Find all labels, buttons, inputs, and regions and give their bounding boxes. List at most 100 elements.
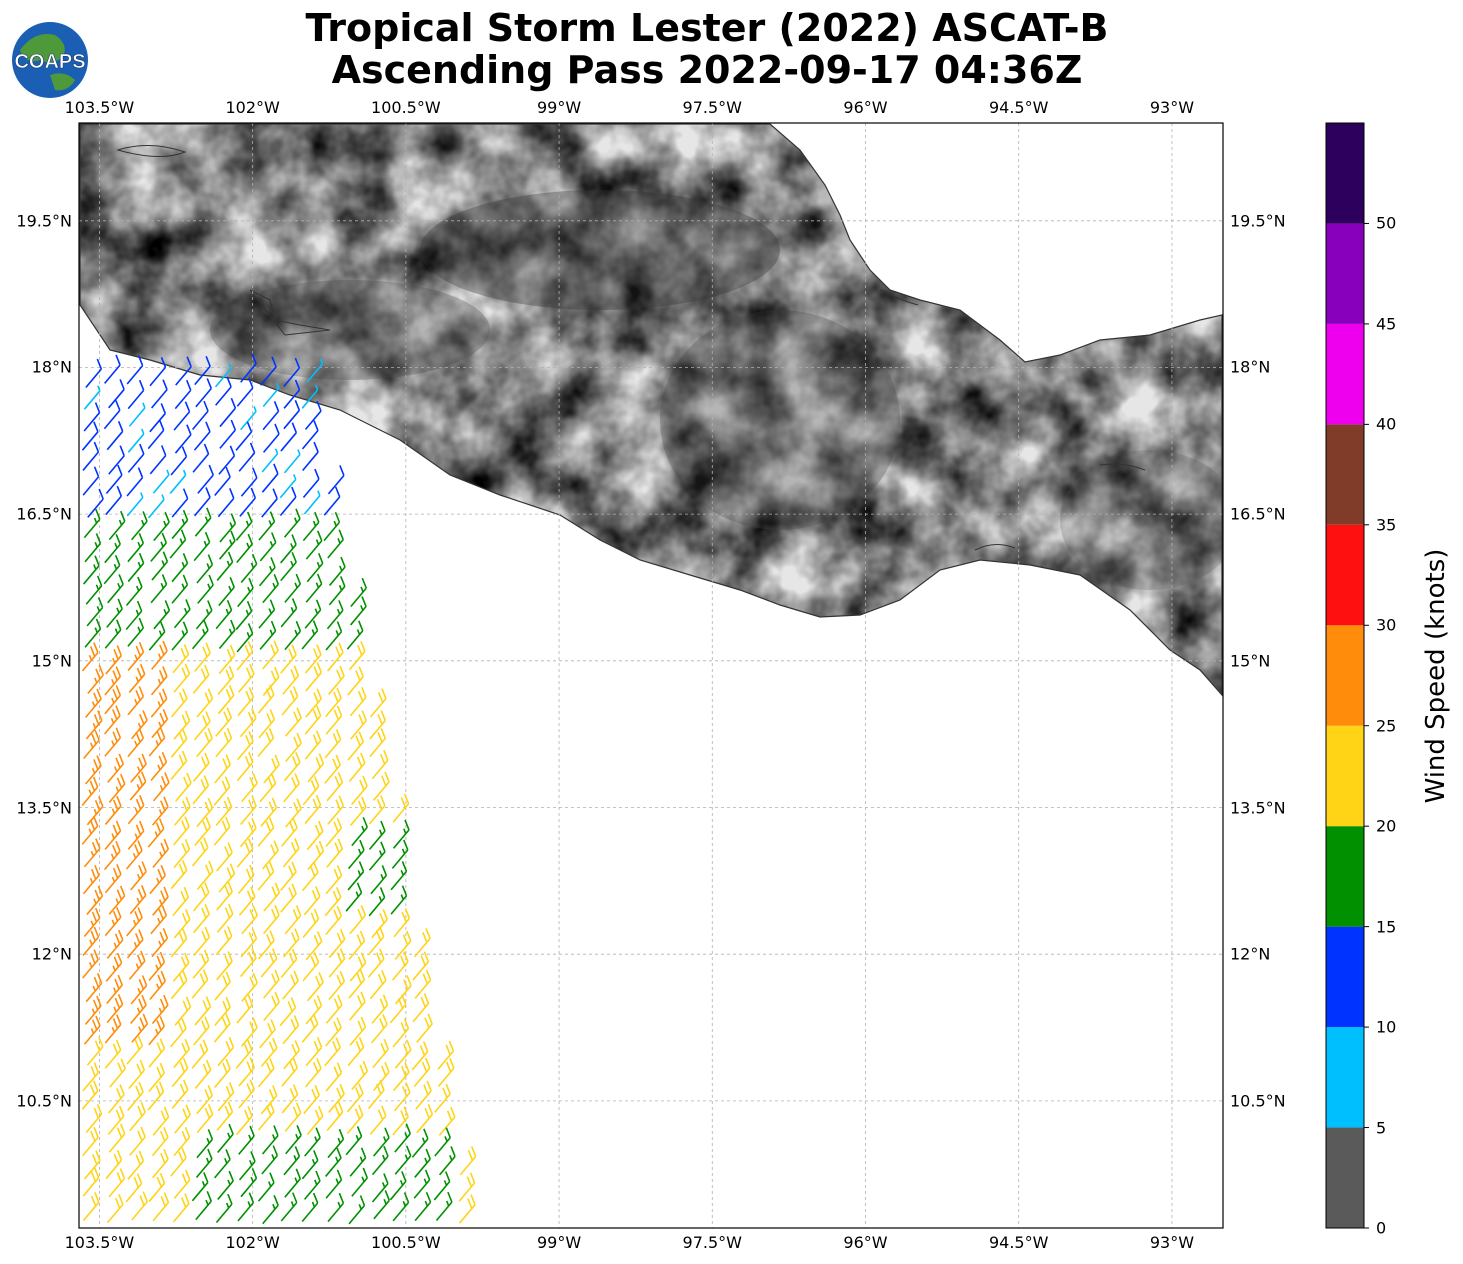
wind-barb <box>191 837 209 867</box>
wind-barb <box>236 752 254 782</box>
lon-tick-label-bottom: 99°W <box>536 1233 582 1252</box>
wind-barb-shaft <box>238 1079 256 1109</box>
wind-barb-shaft <box>151 796 169 826</box>
wind-barb-shaft <box>391 951 409 981</box>
colorbar-tick-label: 15 <box>1376 917 1397 937</box>
wind-barb-shaft <box>326 1101 344 1131</box>
wind-barb-shaft <box>126 492 144 517</box>
wind-barb-shaft <box>127 532 145 563</box>
wind-barb-shaft <box>258 930 275 960</box>
wind-barb-shaft <box>131 1013 149 1043</box>
wind-barb-shaft <box>108 445 125 475</box>
wind-barb-shaft <box>85 973 103 1003</box>
wind-barb-shaft <box>217 1037 235 1067</box>
wind-barb <box>172 886 190 917</box>
wind-barb-shaft <box>305 688 322 718</box>
wind-barb <box>414 1191 432 1222</box>
wind-barb-shaft <box>217 685 235 715</box>
wind-barb <box>237 663 255 693</box>
wind-barb <box>368 841 386 871</box>
wind-barb <box>217 488 235 518</box>
wind-barb <box>412 951 430 981</box>
wind-barb-shaft <box>262 840 279 870</box>
coaps-logo-text: COAPS <box>14 51 85 73</box>
wind-barb <box>82 1062 100 1092</box>
wind-barb <box>348 991 366 1021</box>
wind-barb-shaft <box>236 731 254 761</box>
wind-barb <box>170 728 188 758</box>
wind-barb <box>85 710 103 740</box>
wind-barb <box>214 466 231 497</box>
wind-barb-shaft <box>214 996 231 1027</box>
wind-barb-shaft <box>326 772 344 802</box>
wind-barb-shaft <box>174 379 192 410</box>
wind-barb <box>218 863 236 893</box>
wind-barb <box>83 555 100 585</box>
wind-barb-shaft <box>104 619 122 649</box>
lat-tick-label-left: 12°N <box>31 944 72 964</box>
wind-barb <box>301 384 319 409</box>
wind-barb <box>323 511 341 542</box>
wind-barb-shaft <box>127 428 145 453</box>
wind-barb-shaft <box>217 1170 234 1200</box>
wind-barb-shaft <box>217 488 235 518</box>
wind-barb-shaft <box>347 731 365 761</box>
wind-barb <box>153 600 171 630</box>
wind-barb-shaft <box>174 796 191 826</box>
wind-barb-shaft <box>327 1192 345 1223</box>
wind-barb <box>169 1018 187 1048</box>
wind-barb-shaft <box>372 1038 390 1069</box>
colorbar-bin <box>1326 926 1364 1028</box>
wind-barb-shaft <box>148 1062 166 1092</box>
wind-barb-shaft <box>87 664 104 695</box>
wind-barb-shaft <box>261 488 278 518</box>
wind-barb <box>239 947 257 978</box>
wind-barb-shaft <box>103 555 121 585</box>
wind-barb-shaft <box>104 906 122 937</box>
wind-barb <box>325 621 343 651</box>
wind-barb-shaft <box>215 707 233 737</box>
wind-barb <box>172 952 190 982</box>
wind-barb <box>196 1085 214 1115</box>
wind-barb <box>130 753 147 783</box>
wind-barb-shaft <box>239 708 257 738</box>
wind-barb-shaft <box>325 1147 342 1177</box>
wind-barb <box>282 1015 300 1045</box>
wind-barb <box>126 929 144 959</box>
wind-barb-shaft <box>127 1150 145 1180</box>
wind-barb-shaft <box>345 1126 363 1156</box>
wind-barb-shaft <box>218 619 236 649</box>
wind-barb <box>302 511 320 542</box>
wind-barb <box>151 708 169 739</box>
wind-barb <box>283 400 301 430</box>
wind-barb-shaft <box>259 532 277 562</box>
wind-barb-shaft <box>82 1062 100 1092</box>
wind-barb <box>236 377 254 407</box>
wind-barb <box>323 486 341 516</box>
wind-barb <box>347 731 365 761</box>
wind-barb <box>173 599 191 629</box>
wind-barb-shaft <box>328 576 346 606</box>
wind-barb <box>346 1083 364 1113</box>
wind-barb <box>413 1169 431 1199</box>
wind-barb-shaft <box>372 1127 390 1157</box>
wind-barb <box>194 996 212 1026</box>
wind-barb <box>373 1190 391 1220</box>
wind-barb <box>236 838 254 868</box>
wind-barb <box>216 842 233 872</box>
wind-barb <box>193 531 211 562</box>
wind-barb-shaft <box>170 728 188 758</box>
wind-barb-shaft <box>263 882 281 912</box>
wind-barb-shaft <box>371 994 389 1024</box>
wind-barb-shaft <box>152 838 170 869</box>
wind-barb-shaft <box>86 796 104 826</box>
wind-barb <box>85 688 102 718</box>
wind-barb <box>173 838 191 869</box>
wind-barb-shaft <box>85 358 103 388</box>
lon-tick-label-bottom: 97.5°W <box>682 1233 743 1252</box>
wind-barb-shaft <box>108 379 125 409</box>
wind-barb <box>152 1149 169 1179</box>
wind-barb-shaft <box>235 511 253 541</box>
wind-barb <box>326 838 344 868</box>
